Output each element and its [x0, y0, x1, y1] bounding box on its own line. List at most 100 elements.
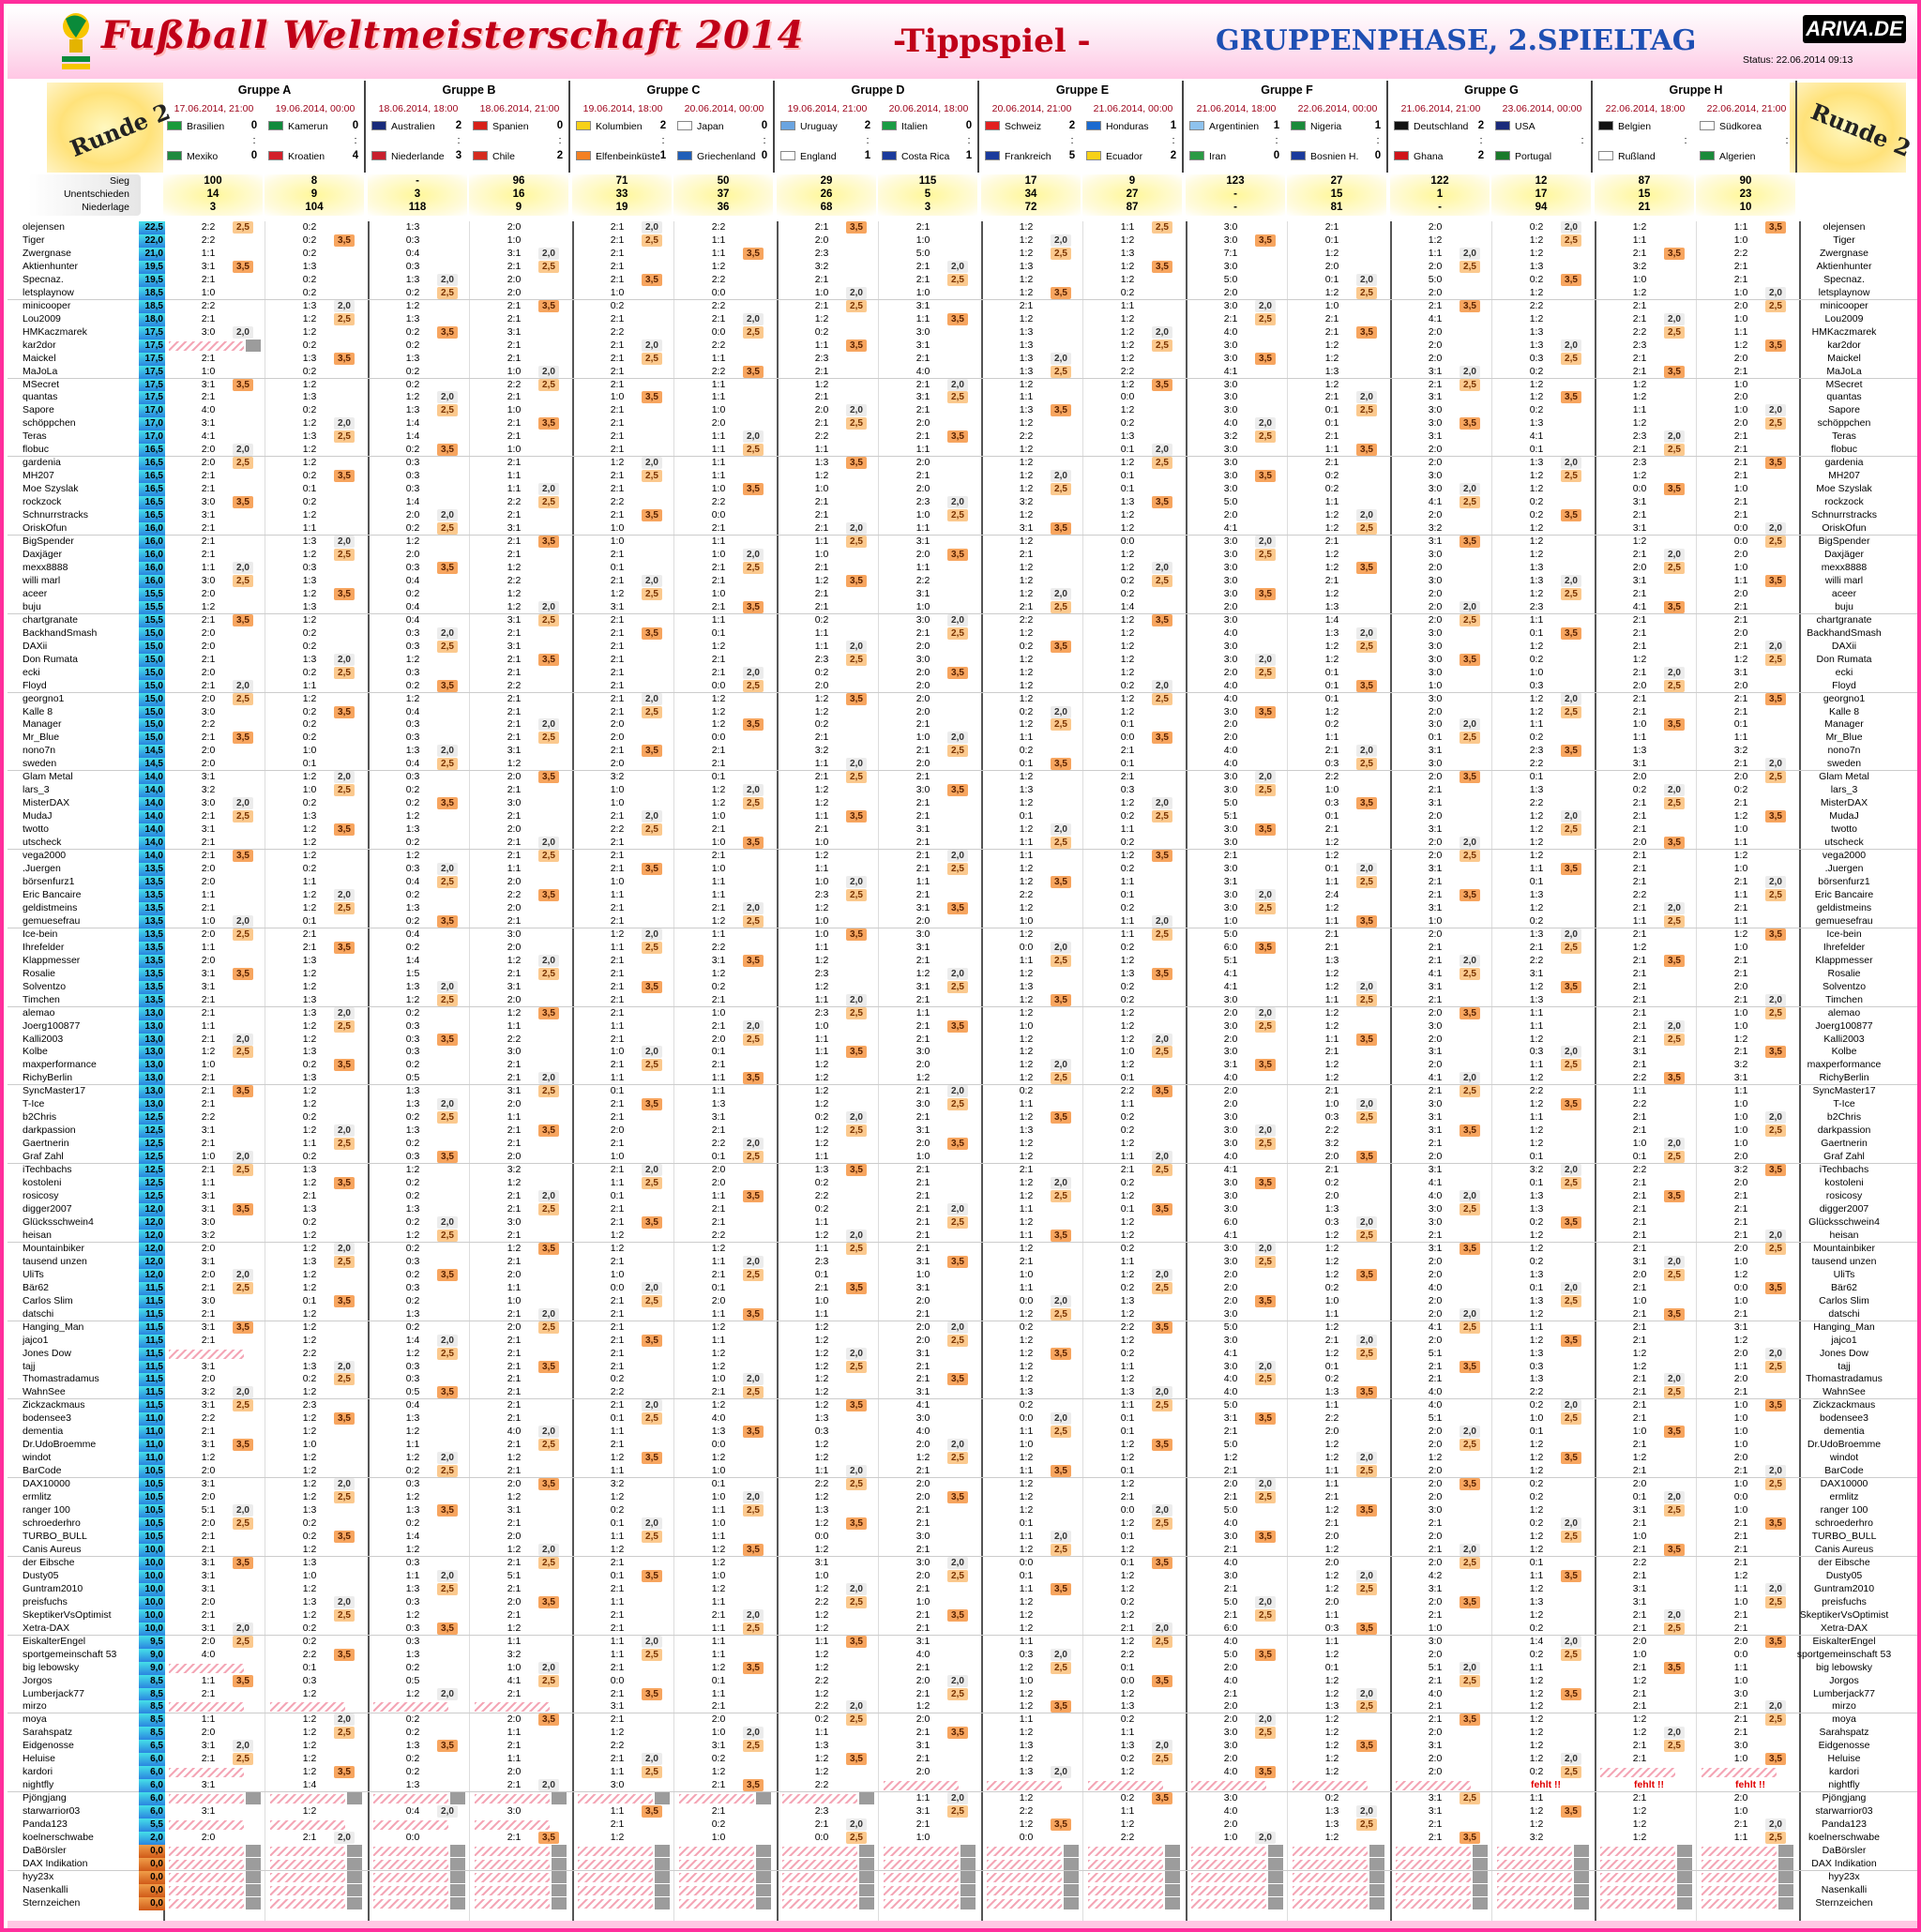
tip-cell[interactable]: 1:1	[507, 470, 522, 482]
tip-cell[interactable]: 2:1	[1632, 1687, 1647, 1699]
player-name[interactable]: Zickzackmaus	[23, 1399, 85, 1411]
player-name[interactable]: Kalle 8	[23, 705, 53, 717]
tip-cell[interactable]: 2:1	[610, 339, 625, 351]
tip-cell[interactable]: 1:0	[1324, 784, 1339, 796]
tip-cell[interactable]: 2:0	[201, 1517, 216, 1530]
tip-cell[interactable]: 1:1	[507, 1727, 522, 1739]
player-name[interactable]: hyy23x	[23, 1870, 54, 1882]
tip-cell[interactable]: 3:0	[507, 1046, 522, 1058]
tip-cell[interactable]: 2:2	[201, 221, 216, 233]
tip-cell[interactable]: 1:1	[915, 312, 930, 325]
tip-cell[interactable]: 1:2	[814, 378, 829, 390]
tip-cell[interactable]: 2:2	[1324, 1412, 1339, 1425]
tip-cell[interactable]: 1:0	[711, 1832, 726, 1844]
tip-cell[interactable]: 2:0	[1632, 1268, 1647, 1280]
player-name[interactable]: utscheck	[23, 837, 62, 849]
tip-cell[interactable]: 1:2	[1428, 1452, 1443, 1464]
tip-cell[interactable]: 2:0	[1733, 1452, 1748, 1464]
tip-cell[interactable]: 0:0	[1019, 1294, 1034, 1306]
tip-cell[interactable]: 1:0	[1223, 1832, 1238, 1844]
tip-cell[interactable]: 3:0	[1223, 536, 1238, 548]
tip-cell[interactable]: 2:1	[1428, 1832, 1443, 1844]
tip-cell[interactable]: 1:3	[302, 352, 317, 364]
tip-cell[interactable]: 1:2	[610, 457, 625, 469]
tip-cell[interactable]: 2:1	[711, 1700, 726, 1713]
tip-cell[interactable]: 2:1	[1428, 1517, 1443, 1530]
tip-cell[interactable]: 1:4	[405, 1531, 420, 1542]
tip-cell[interactable]: 4:2	[1428, 1569, 1443, 1581]
tip-cell[interactable]: 0:1	[1324, 234, 1339, 246]
tip-cell[interactable]: 3:0	[1223, 1190, 1238, 1202]
tip-cell[interactable]: 3:1	[915, 980, 930, 992]
player-name[interactable]: Canis Aureus	[23, 1543, 82, 1555]
tip-cell[interactable]: 1:2	[1120, 1635, 1135, 1647]
tip-cell[interactable]: 1:2	[1529, 522, 1544, 535]
tip-cell[interactable]: 0:1	[711, 626, 726, 639]
tip-cell[interactable]: 2:1	[1632, 1543, 1647, 1555]
tip-cell[interactable]: 1:2	[1324, 339, 1339, 351]
tip-cell[interactable]: 2:1	[201, 837, 216, 849]
tip-cell[interactable]: 0:3	[1324, 797, 1339, 809]
tip-cell[interactable]: 1:2	[1324, 980, 1339, 992]
tip-cell[interactable]: 2:0	[1428, 1648, 1443, 1660]
tip-cell[interactable]: 1:1	[302, 522, 317, 535]
tip-cell[interactable]: 2:1	[201, 732, 216, 744]
tip-cell[interactable]: 3:0	[507, 1805, 522, 1818]
tip-cell[interactable]: 1:2	[1324, 1543, 1339, 1555]
player-name[interactable]: Schnurrstracks	[23, 509, 89, 521]
tip-cell[interactable]: 4:0	[1428, 1386, 1443, 1398]
player-name[interactable]: heisan	[23, 1229, 52, 1241]
tip-cell[interactable]: 0:1	[1529, 626, 1544, 639]
tip-cell[interactable]: 2:1	[915, 745, 930, 757]
tip-cell[interactable]: 1:3	[1019, 260, 1034, 272]
player-name-right[interactable]: sportgemeinschaft 53	[1796, 1648, 1892, 1660]
tip-cell[interactable]: 3:1	[1632, 1595, 1647, 1607]
player-name-right[interactable]: Aktienhunter	[1816, 260, 1872, 272]
tip-cell[interactable]: 0:2	[1019, 745, 1034, 757]
tip-cell[interactable]: 2:1	[711, 1268, 726, 1280]
tip-cell[interactable]: 4:0	[201, 404, 216, 416]
player-name[interactable]: b2Chris	[23, 1111, 57, 1124]
tip-cell[interactable]: 0:0	[610, 1674, 625, 1686]
tip-cell[interactable]: 1:0	[1733, 1805, 1748, 1818]
tip-cell[interactable]: 0:2	[1019, 1085, 1034, 1097]
tip-cell[interactable]: 2:0	[507, 1531, 522, 1542]
tip-cell[interactable]: 3:0	[1223, 483, 1238, 495]
tip-cell[interactable]: 2:1	[814, 732, 829, 744]
tip-cell[interactable]: 1:3	[1529, 1190, 1544, 1202]
tip-cell[interactable]: 3:2	[507, 1648, 522, 1660]
tip-cell[interactable]: 0:3	[302, 1674, 317, 1686]
tip-cell[interactable]: 2:0	[1428, 561, 1443, 573]
tip-cell[interactable]: 0:2	[1529, 1255, 1544, 1267]
tip-cell[interactable]: 1:2	[1324, 247, 1339, 259]
tip-cell[interactable]: 0:0	[814, 1531, 829, 1542]
tip-cell[interactable]: 2:2	[1632, 325, 1647, 338]
tip-cell[interactable]: 2:0	[201, 1832, 216, 1844]
tip-cell[interactable]: 1:3	[1019, 339, 1034, 351]
tip-cell[interactable]: 2:2	[1324, 771, 1339, 783]
tip-cell[interactable]: 2:2	[711, 365, 726, 377]
tip-cell[interactable]: 1:0	[1733, 941, 1748, 953]
tip-cell[interactable]: 2:2	[1120, 365, 1135, 377]
player-name-right[interactable]: letsplaynow	[1818, 286, 1870, 298]
tip-cell[interactable]: 1:2	[1019, 823, 1034, 836]
tip-cell[interactable]: fehlt !!	[1633, 1779, 1665, 1791]
tip-cell[interactable]: 2:1	[507, 352, 522, 364]
tip-cell[interactable]: 1:2	[1120, 457, 1135, 469]
tip-cell[interactable]: 0:2	[1120, 993, 1135, 1005]
tip-cell[interactable]: 1:3	[405, 1203, 420, 1215]
tip-cell[interactable]: 1:0	[814, 483, 829, 495]
player-name[interactable]: gemuesefrau	[23, 914, 81, 927]
tip-cell[interactable]: 1:1	[201, 888, 216, 900]
tip-cell[interactable]: 4:0	[1223, 1805, 1238, 1818]
tip-cell[interactable]: 1:2	[1529, 549, 1544, 560]
tip-cell[interactable]: 1:2	[1120, 325, 1135, 338]
tip-cell[interactable]: 1:2	[302, 1713, 317, 1726]
tip-cell[interactable]: 3:0	[1223, 299, 1238, 311]
tip-cell[interactable]: 0:0	[1120, 1674, 1135, 1686]
tip-cell[interactable]: 0:2	[405, 1517, 420, 1530]
tip-cell[interactable]: 0:2	[302, 732, 317, 744]
player-name-right[interactable]: BarCode	[1824, 1465, 1864, 1477]
tip-cell[interactable]: 2:1	[1632, 1386, 1647, 1398]
tip-cell[interactable]: 2:1	[507, 653, 522, 665]
